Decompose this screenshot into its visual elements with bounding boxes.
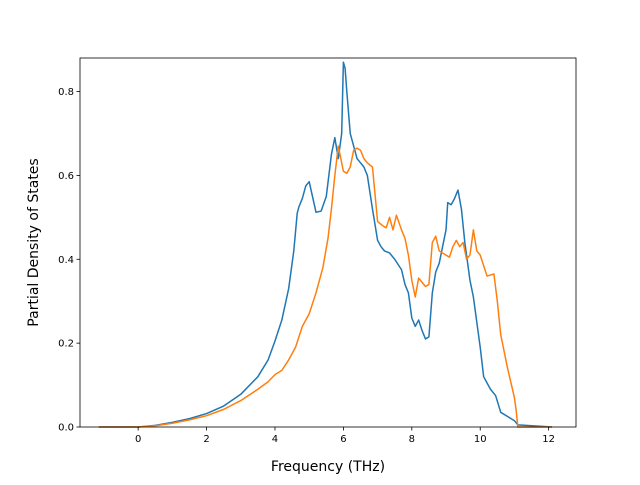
y-axis-label: Partial Density of States: [26, 158, 42, 326]
y-axis-ticks: 0.0 0.2 0.4 0.6 0.8: [58, 87, 80, 434]
axes-frame: [79, 57, 577, 428]
y-tick-label: 0.8: [58, 87, 74, 98]
x-tick-label: 0: [135, 434, 141, 445]
x-tick-label: 2: [203, 434, 209, 445]
x-tick-label: 10: [474, 434, 487, 445]
x-tick-label: 8: [409, 434, 415, 445]
y-tick-label: 0.2: [58, 339, 74, 350]
series-line-1: [98, 61, 553, 428]
x-tick-label: 4: [272, 434, 278, 445]
y-tick-label: 0.6: [58, 171, 74, 182]
x-tick-label: 6: [340, 434, 346, 445]
y-tick-label: 0.4: [58, 255, 74, 266]
x-axis-ticks: 0 2 4 6 8 10 12: [135, 427, 555, 445]
x-tick-label: 12: [542, 434, 555, 445]
y-tick-label: 0.0: [58, 423, 74, 434]
plot-area: [98, 61, 553, 428]
series-line-2: [98, 145, 553, 428]
x-axis-label: Frequency (THz): [271, 459, 385, 475]
